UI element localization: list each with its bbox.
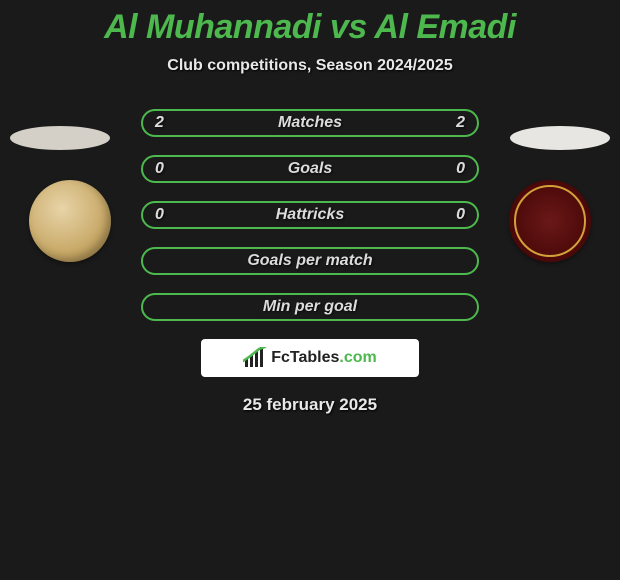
date-line: 25 february 2025 [0, 395, 620, 415]
stat-row-mpg: Min per goal [141, 293, 479, 321]
stat-row-goals: 0 Goals 0 [141, 155, 479, 183]
page-title: Al Muhannadi vs Al Emadi [0, 0, 620, 47]
stat-row-matches: 2 Matches 2 [141, 109, 479, 137]
footer-brand[interactable]: FcTables.com [201, 339, 419, 377]
player-silhouette-right [510, 126, 610, 150]
stat-label: Hattricks [276, 206, 344, 224]
stat-label: Goals [288, 160, 332, 178]
club-badge-right [509, 180, 591, 262]
subtitle: Club competitions, Season 2024/2025 [0, 57, 620, 75]
footer-brand-text: FcTables.com [271, 349, 377, 367]
stats-container: 2 Matches 2 0 Goals 0 0 Hattricks 0 Goal… [141, 109, 479, 321]
brand-suffix: .com [339, 349, 376, 366]
club-badge-left [29, 180, 111, 262]
stat-left-value: 0 [155, 206, 164, 224]
brand-prefix: FcTables [271, 349, 339, 366]
stat-right-value: 2 [456, 114, 465, 132]
stat-label: Matches [278, 114, 342, 132]
stat-left-value: 0 [155, 160, 164, 178]
player-silhouette-left [10, 126, 110, 150]
stat-right-value: 0 [456, 160, 465, 178]
stat-left-value: 2 [155, 114, 164, 132]
chart-icon [243, 347, 267, 369]
stat-row-hattricks: 0 Hattricks 0 [141, 201, 479, 229]
stat-label: Goals per match [247, 252, 372, 270]
stat-row-gpm: Goals per match [141, 247, 479, 275]
stat-label: Min per goal [263, 298, 357, 316]
stat-right-value: 0 [456, 206, 465, 224]
